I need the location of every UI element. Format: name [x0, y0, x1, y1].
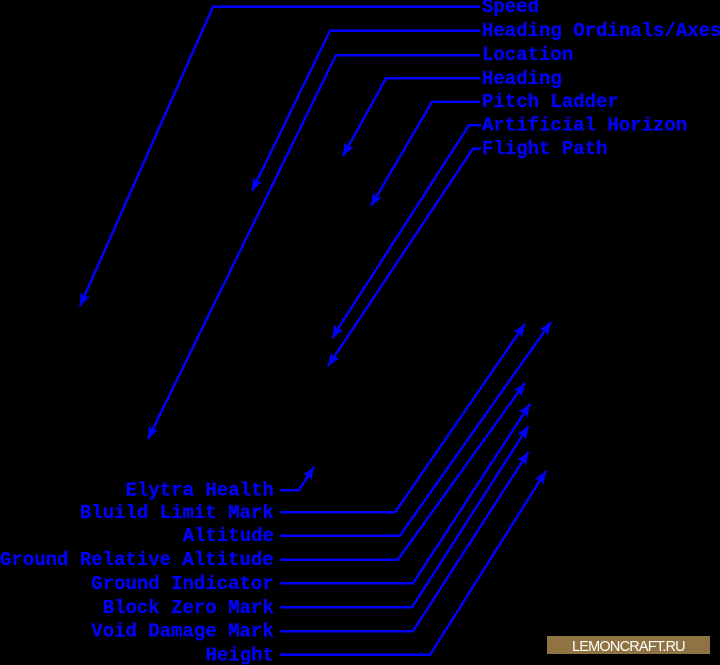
svg-text:Void Damage Mark: Void Damage Mark — [91, 621, 273, 643]
svg-text:Pitch Ladder: Pitch Ladder — [482, 91, 619, 113]
svg-text:Elytra Health: Elytra Health — [126, 480, 274, 502]
svg-text:LEMONCRAFT.RU: LEMONCRAFT.RU — [572, 639, 685, 655]
svg-text:Flight Path: Flight Path — [482, 138, 607, 160]
svg-text:Speed: Speed — [482, 0, 539, 18]
svg-text:Heading: Heading — [482, 68, 562, 90]
svg-text:Ground Indicator: Ground Indicator — [91, 573, 273, 595]
svg-text:Height: Height — [206, 645, 274, 665]
svg-text:Block Zero Mark: Block Zero Mark — [103, 597, 274, 619]
svg-text:Artificial Horizon: Artificial Horizon — [482, 115, 687, 137]
svg-text:Location: Location — [482, 44, 573, 66]
svg-text:Altitude: Altitude — [183, 525, 274, 547]
svg-text:Bluild Limit Mark: Bluild Limit Mark — [80, 502, 274, 524]
svg-text:Ground Relative Altitude: Ground Relative Altitude — [0, 549, 274, 571]
svg-text:Heading Ordinals/Axes: Heading Ordinals/Axes — [482, 20, 720, 42]
